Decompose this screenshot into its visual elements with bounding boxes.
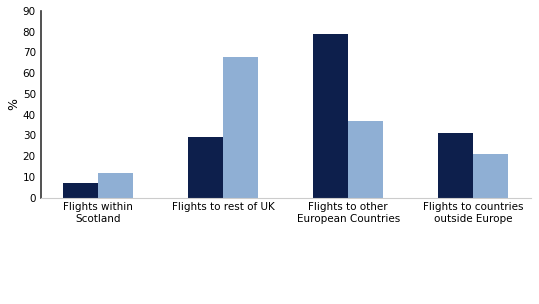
- Bar: [473, 154, 508, 198]
- Bar: [348, 121, 383, 198]
- Bar: [188, 137, 223, 198]
- Legend: Leisure, Business: Leisure, Business: [218, 300, 354, 304]
- Bar: [223, 57, 258, 198]
- Bar: [313, 34, 348, 198]
- Bar: [438, 133, 473, 198]
- Bar: [63, 183, 98, 198]
- Y-axis label: %: %: [7, 98, 20, 110]
- Bar: [98, 173, 133, 198]
